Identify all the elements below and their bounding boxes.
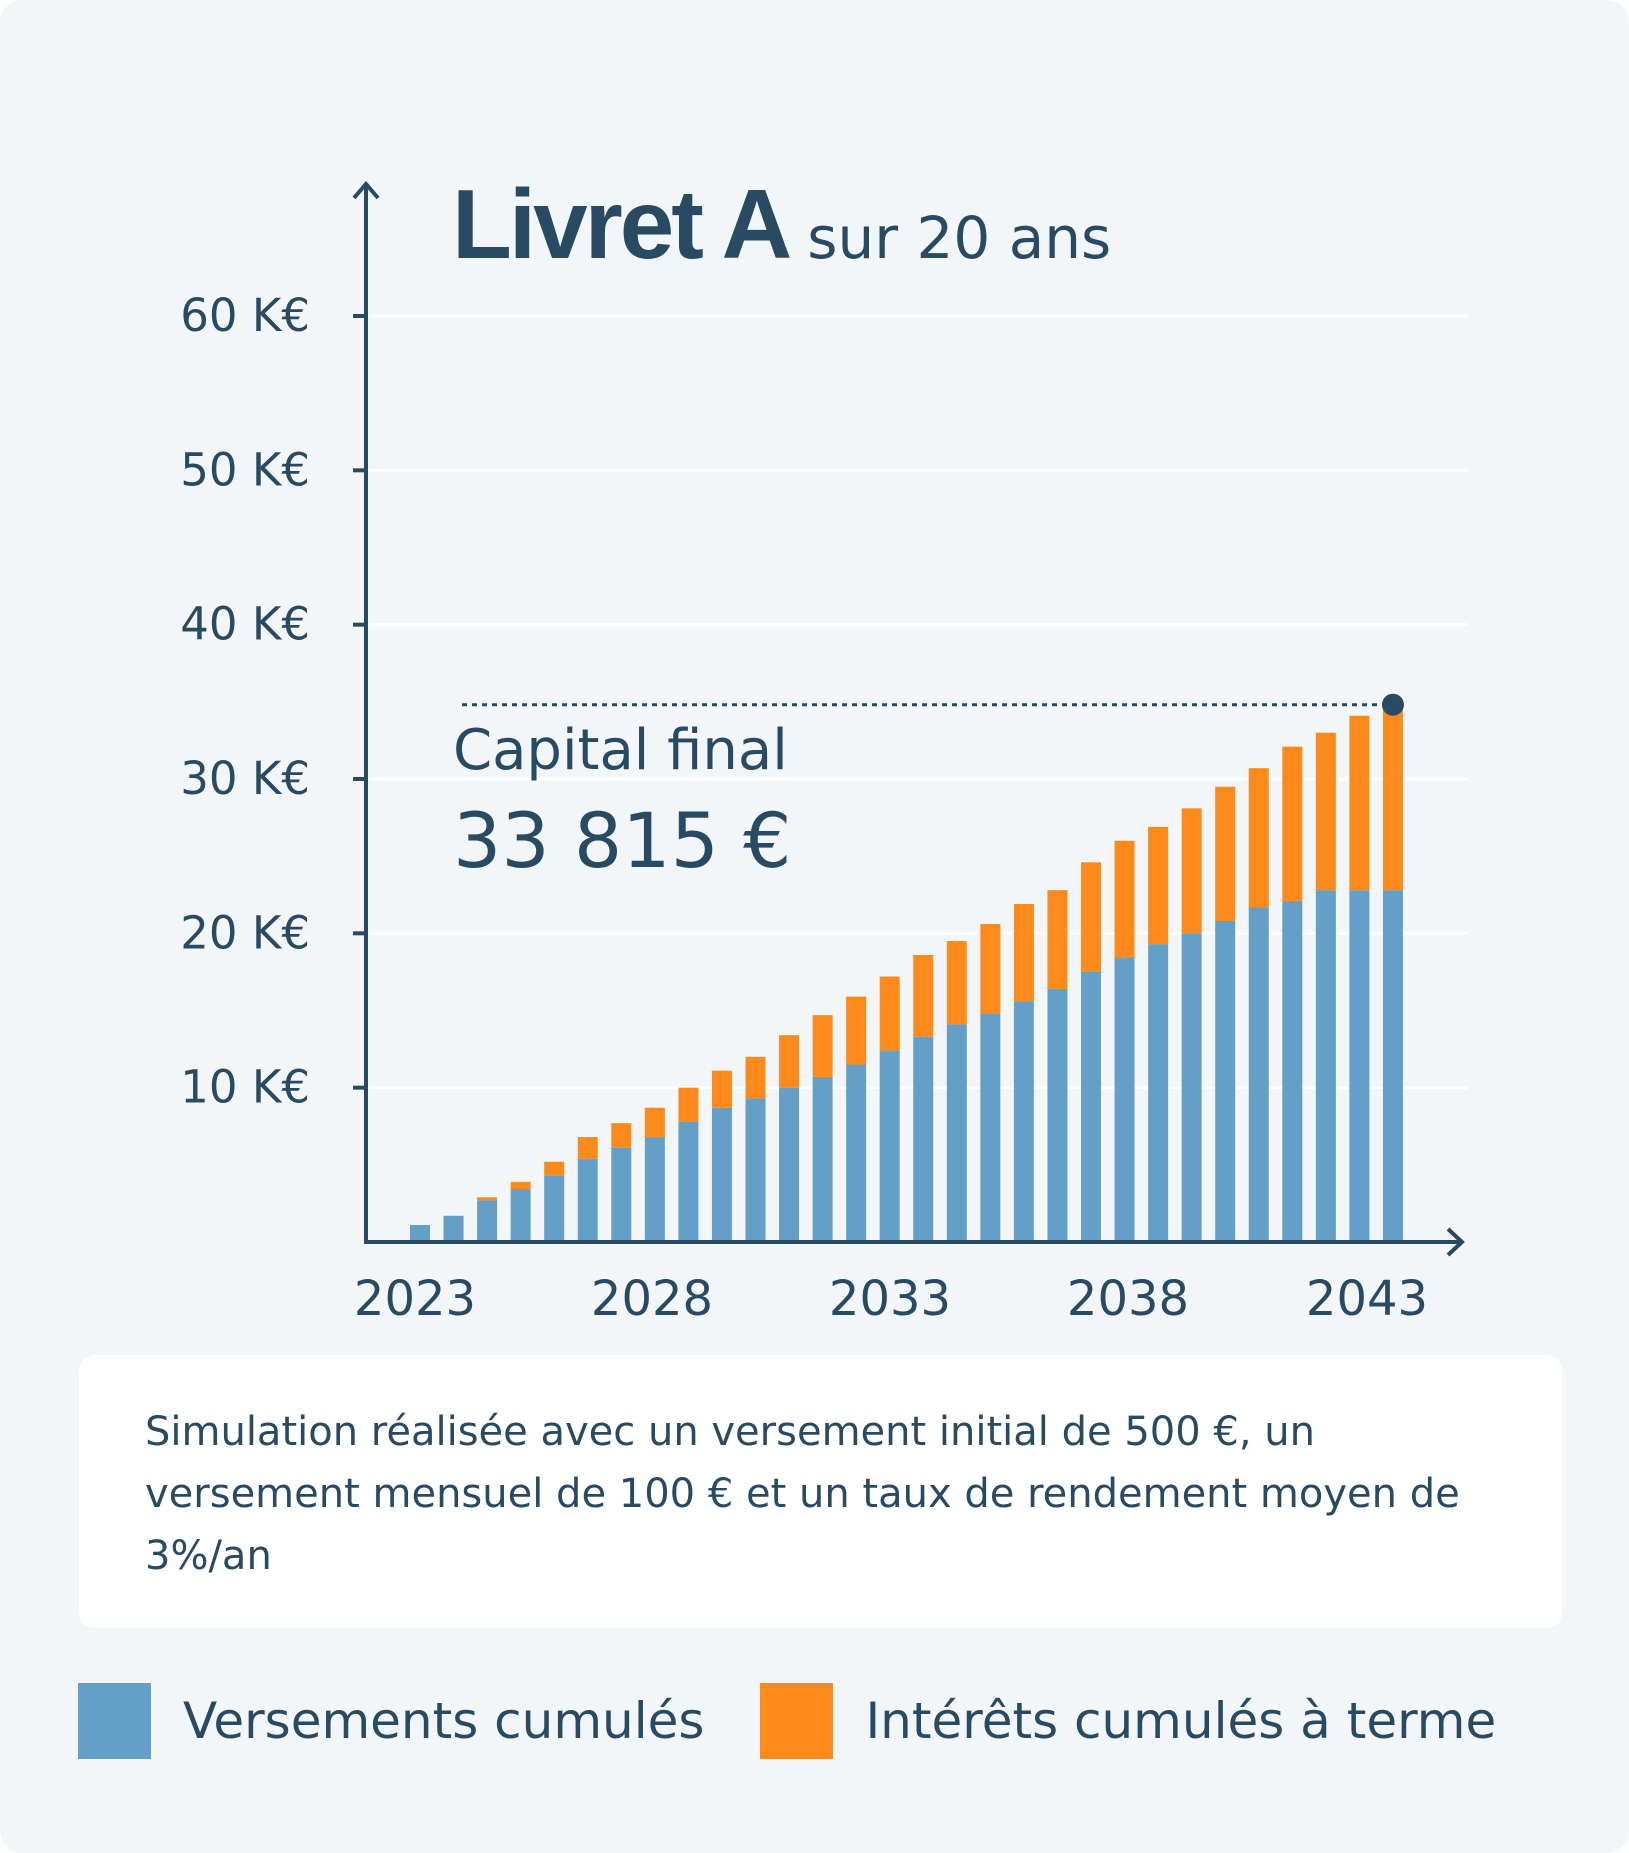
bar-interets (980, 924, 1001, 1014)
bar-versements (544, 1175, 565, 1242)
bar-interets (1114, 840, 1135, 959)
y-tick-label: 50 K€ (180, 443, 310, 496)
bar-versements (678, 1121, 699, 1242)
bar-versements (1282, 900, 1303, 1242)
bar-interets (477, 1197, 498, 1201)
bar-interets (779, 1035, 800, 1088)
bar-versements (1114, 958, 1135, 1242)
legend-label-interets: Intérêts cumulés à terme (865, 1692, 1497, 1750)
bar-interets (611, 1123, 632, 1148)
bar-interets (544, 1161, 565, 1176)
bar-interets (577, 1137, 598, 1159)
bar-interets (1013, 904, 1034, 1002)
y-tick-label: 10 K€ (180, 1061, 310, 1114)
bar-interets (846, 996, 867, 1065)
bar-versements (913, 1036, 934, 1242)
capital-final-label: Capital final (453, 718, 788, 783)
bar-interets (913, 954, 934, 1037)
bar-interets (1382, 704, 1403, 891)
x-axis-arrow-icon (1446, 1227, 1465, 1257)
x-tick-label: 2028 (591, 1271, 713, 1327)
bar-interets (745, 1056, 766, 1099)
x-tick-label: 2038 (1067, 1271, 1189, 1327)
legend-swatch-versements (78, 1683, 151, 1759)
bar-interets (879, 976, 900, 1051)
bar-versements (1349, 890, 1370, 1242)
y-axis-arrow-icon (352, 180, 380, 200)
legend-item-interets: Intérêts cumulés à terme (760, 1683, 1496, 1759)
bar-versements (946, 1024, 967, 1242)
simulation-note: Simulation réalisée avec un versement in… (79, 1355, 1562, 1628)
bar-interets (1081, 862, 1101, 972)
y-tick-label: 40 K€ (180, 598, 310, 651)
bar-versements (477, 1200, 498, 1242)
bar-interets (1282, 746, 1303, 901)
bar-versements (1148, 944, 1169, 1242)
bar-interets (1047, 890, 1068, 989)
bar-versements (846, 1064, 867, 1242)
bar-interets (644, 1107, 665, 1138)
bar-interets (678, 1087, 699, 1122)
bar-versements (644, 1137, 665, 1242)
final-capital-dot (1381, 693, 1404, 716)
bar-versements (745, 1098, 766, 1242)
bar-versements (1382, 890, 1403, 1242)
bar-interets (1315, 732, 1336, 891)
chart-legend: Versements cumulés Intérêts cumulés à te… (78, 1682, 1552, 1760)
capital-final-value: 33 815 € (453, 796, 792, 885)
bar-interets (1148, 826, 1169, 945)
bar-interets (1215, 786, 1236, 921)
bar-versements (410, 1225, 430, 1242)
bar-versements (510, 1189, 531, 1242)
bar-versements (812, 1076, 833, 1242)
legend-item-versements: Versements cumulés (78, 1683, 704, 1759)
bar-interets (1349, 715, 1370, 891)
bar-interets (812, 1015, 833, 1077)
bar-versements (443, 1215, 464, 1242)
bar-versements (1215, 920, 1236, 1242)
y-tick-label: 60 K€ (180, 289, 310, 342)
x-tick-label: 2033 (829, 1271, 951, 1327)
bar-interets (711, 1070, 732, 1108)
bar-versements (1081, 971, 1101, 1242)
bar-versements (1047, 988, 1068, 1242)
bar-versements (711, 1107, 732, 1242)
bar-interets (1248, 768, 1269, 908)
bar-versements (1181, 933, 1202, 1242)
bar-interets (1181, 808, 1202, 934)
y-tick-label: 20 K€ (180, 906, 310, 959)
bar-versements (879, 1050, 900, 1242)
chart-title-sub: sur 20 ans (807, 204, 1112, 272)
x-tick-label: 2043 (1306, 1271, 1428, 1327)
bar-interets (510, 1181, 531, 1190)
legend-label-versements: Versements cumulés (183, 1692, 705, 1750)
bar-versements (577, 1158, 598, 1242)
bar-versements (1248, 907, 1269, 1242)
bar-versements (980, 1013, 1001, 1242)
chart-title-main: Livret A (452, 169, 792, 279)
bar-versements (611, 1147, 632, 1242)
x-tick-label: 2023 (354, 1271, 476, 1327)
legend-swatch-interets (760, 1683, 834, 1759)
y-tick-label: 30 K€ (180, 752, 310, 805)
bar-interets (946, 941, 967, 1025)
bar-versements (1315, 890, 1336, 1242)
bar-versements (1013, 1001, 1034, 1242)
bar-versements (779, 1087, 800, 1242)
